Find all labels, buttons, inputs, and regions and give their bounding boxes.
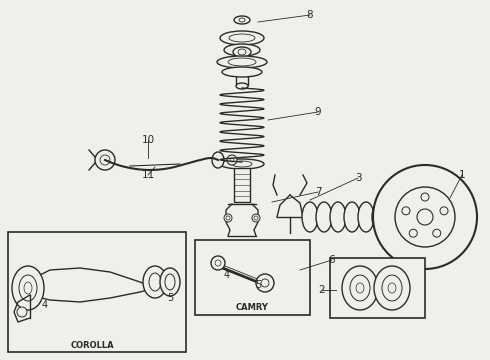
Circle shape — [17, 307, 27, 317]
Ellipse shape — [234, 16, 250, 24]
Ellipse shape — [149, 273, 161, 291]
Circle shape — [211, 256, 225, 270]
Circle shape — [254, 216, 258, 220]
Ellipse shape — [388, 283, 396, 293]
Bar — [234, 168, 250, 202]
Ellipse shape — [222, 67, 262, 77]
Ellipse shape — [372, 202, 388, 232]
Circle shape — [224, 214, 232, 222]
Ellipse shape — [344, 202, 360, 232]
Ellipse shape — [232, 161, 252, 167]
Bar — [330, 258, 425, 318]
Bar — [195, 240, 310, 315]
Ellipse shape — [316, 202, 332, 232]
Text: 7: 7 — [315, 187, 321, 197]
Circle shape — [433, 229, 441, 237]
Circle shape — [252, 214, 260, 222]
Circle shape — [395, 187, 455, 247]
Ellipse shape — [217, 56, 267, 68]
Text: 10: 10 — [142, 135, 154, 145]
Circle shape — [261, 279, 269, 287]
Circle shape — [409, 229, 417, 237]
Text: COROLLA: COROLLA — [70, 341, 114, 350]
Ellipse shape — [220, 159, 264, 169]
Bar — [8, 232, 186, 352]
Ellipse shape — [24, 282, 32, 294]
Text: 3: 3 — [355, 173, 361, 183]
Ellipse shape — [233, 47, 251, 57]
Text: 1: 1 — [459, 170, 466, 180]
Text: 9: 9 — [315, 107, 321, 117]
Circle shape — [215, 260, 221, 266]
Ellipse shape — [160, 268, 180, 296]
Ellipse shape — [356, 283, 364, 293]
Ellipse shape — [374, 266, 410, 310]
Circle shape — [417, 209, 433, 225]
Circle shape — [95, 150, 115, 170]
Text: 4: 4 — [224, 270, 230, 280]
Ellipse shape — [143, 266, 167, 298]
Ellipse shape — [382, 275, 402, 301]
Ellipse shape — [228, 58, 256, 66]
Text: 5: 5 — [167, 293, 173, 303]
Text: 11: 11 — [142, 170, 155, 180]
Text: 5: 5 — [255, 280, 261, 290]
Ellipse shape — [212, 152, 224, 168]
Ellipse shape — [239, 18, 245, 22]
Text: 8: 8 — [307, 10, 313, 20]
Ellipse shape — [12, 266, 44, 310]
Ellipse shape — [342, 266, 378, 310]
Ellipse shape — [302, 202, 318, 232]
Circle shape — [226, 216, 230, 220]
Ellipse shape — [165, 274, 175, 290]
Ellipse shape — [238, 49, 246, 55]
Ellipse shape — [229, 34, 255, 42]
Text: 4: 4 — [42, 300, 48, 310]
Circle shape — [440, 207, 448, 215]
Circle shape — [100, 155, 110, 165]
Ellipse shape — [220, 31, 264, 45]
Text: CAMRY: CAMRY — [236, 303, 269, 312]
Text: 2: 2 — [318, 285, 325, 295]
Circle shape — [285, 274, 295, 284]
Ellipse shape — [230, 158, 234, 162]
Circle shape — [284, 264, 296, 276]
Ellipse shape — [330, 202, 346, 232]
Circle shape — [421, 193, 429, 201]
Circle shape — [288, 277, 292, 281]
Ellipse shape — [358, 202, 374, 232]
Ellipse shape — [236, 83, 248, 89]
Ellipse shape — [350, 275, 370, 301]
Circle shape — [287, 267, 293, 273]
Ellipse shape — [224, 44, 260, 56]
Circle shape — [402, 207, 410, 215]
Text: 6: 6 — [329, 255, 335, 265]
Circle shape — [256, 274, 274, 292]
Ellipse shape — [227, 155, 237, 165]
Circle shape — [373, 165, 477, 269]
Ellipse shape — [19, 275, 37, 301]
